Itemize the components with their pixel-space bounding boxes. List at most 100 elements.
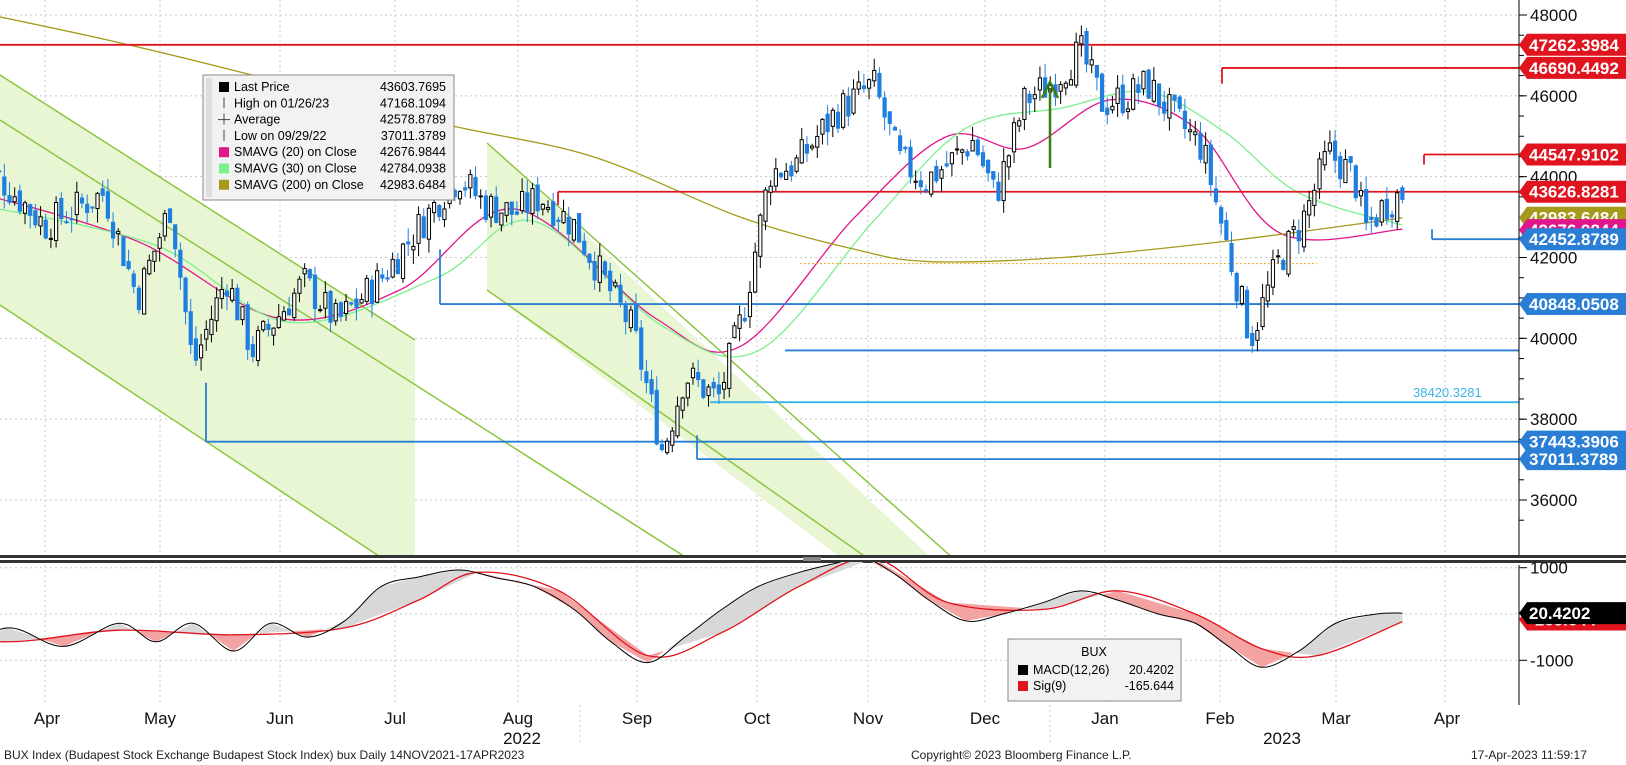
axis-tick-label: 1000 [1530, 559, 1568, 578]
candle-body [343, 300, 349, 314]
candle-body [178, 249, 183, 278]
legend-label: SMAVG (200) on Close [234, 178, 364, 192]
legend-label: Sig(9) [1033, 679, 1066, 693]
candle-body [1099, 73, 1105, 112]
candle-body [1131, 78, 1136, 110]
legend-row: Average 42578.8789 [218, 113, 446, 127]
candle-body [245, 304, 250, 350]
axis-tick-label: 40000 [1530, 329, 1577, 348]
candle-body [1172, 94, 1177, 101]
footer-copyright: Copyright© 2023 Bloomberg Finance L.P. [911, 748, 1132, 762]
legend-value: 42983.6484 [380, 178, 446, 192]
candle-body [385, 277, 390, 280]
tag-label: 40848.0508 [1529, 295, 1619, 314]
candle-body [949, 152, 955, 165]
candle-body [1187, 129, 1193, 133]
candle-body [1239, 286, 1244, 305]
candle-body [861, 85, 866, 90]
candle-body [380, 274, 385, 279]
candle-body [53, 202, 59, 242]
price-legend: Last Price 43603.7695 High on 01/26/23 4716… [202, 74, 455, 201]
candle-body [1364, 189, 1369, 224]
legend-row: SMAVG (200) on Close 42983.6484 [219, 178, 446, 192]
candle-body [64, 221, 69, 224]
candle-body [633, 303, 639, 331]
candle-body [737, 314, 742, 329]
macd-legend: BUX MACD(12,26) 20.4202 Sig(9) -165.644 [1007, 638, 1182, 702]
candle-body [1255, 329, 1260, 341]
candle-body [701, 379, 706, 398]
candle-body [996, 181, 1001, 201]
legend-value: -165.644 [1125, 679, 1174, 693]
legend-value: 43603.7695 [380, 80, 446, 94]
candle-body [59, 197, 64, 219]
month-axis: Apr May Jun Jul Aug Sep Oct Nov Dec Jan Feb Mar Apr 2… [34, 705, 1461, 748]
candle-body [535, 184, 540, 212]
candle-body [1389, 214, 1395, 218]
tag-label: 44547.9102 [1529, 146, 1619, 165]
candle-body [602, 261, 608, 275]
candle-body [530, 188, 535, 214]
candle-body [131, 273, 136, 287]
candle-body [1353, 165, 1358, 199]
candle-body [1312, 189, 1317, 206]
month-label: Aug [503, 709, 533, 728]
candle-body [1291, 226, 1296, 230]
tag-background [1519, 180, 1626, 203]
candle-body [913, 180, 918, 183]
legend-handle [206, 78, 212, 197]
tag-label: 37443.3906 [1529, 433, 1619, 452]
candle-body [1358, 190, 1364, 197]
candle-body [292, 292, 297, 319]
candle-body [654, 389, 659, 445]
candle-body [628, 309, 633, 329]
footer-instrument: BUX Index (Budapest Stock Exchange Budap… [4, 748, 525, 762]
tag-background [1519, 430, 1626, 453]
candle-body [43, 219, 48, 239]
candle-body [209, 318, 214, 336]
candle-body [1379, 200, 1384, 223]
legend-swatch [1018, 681, 1028, 691]
candle-body [375, 270, 380, 303]
macd-value-tags: -165.64420.4202 [1519, 602, 1626, 631]
candle-body [809, 145, 815, 149]
candle-body [753, 251, 758, 293]
candle-body [33, 210, 38, 226]
month-label: Jun [266, 709, 293, 728]
candle-body [1208, 144, 1213, 185]
candle-body [892, 126, 898, 131]
candle-body [504, 202, 509, 216]
candle-body [716, 384, 721, 395]
candle-body [318, 309, 323, 312]
candle-body [1063, 82, 1068, 89]
candle-body [659, 444, 665, 451]
tag-40848.0508: 40848.0508 [1519, 293, 1626, 316]
tag-background [1519, 602, 1626, 625]
candle-body [297, 278, 302, 294]
candle-body [804, 143, 810, 154]
candle-body [1322, 151, 1327, 166]
legend-row: High on 01/26/23 47168.1094 [223, 96, 446, 110]
candle-body [830, 109, 835, 127]
candle-body [85, 203, 90, 213]
candle-body [116, 230, 121, 235]
candle-body [1177, 96, 1182, 109]
candle-body [540, 203, 545, 210]
candle-body [711, 381, 716, 389]
candle-body [1006, 155, 1011, 168]
tag-background [1519, 293, 1626, 316]
axis-tick-label: -1000 [1530, 651, 1573, 670]
candle-body [1374, 217, 1379, 227]
level-value-tags: 42983.648442676.984447262.398446690.4492… [1519, 33, 1626, 471]
axis-tick-label: 36000 [1530, 491, 1577, 510]
candle-body [193, 338, 199, 361]
tag-macd: 20.4202 [1519, 602, 1626, 625]
candle-body [866, 79, 872, 89]
candle-body [157, 237, 162, 249]
candle-body [183, 277, 188, 313]
macd-fill [1102, 590, 1292, 668]
candle-body [287, 308, 292, 316]
month-label: Apr [1434, 709, 1461, 728]
panel-divider[interactable] [0, 555, 1626, 563]
